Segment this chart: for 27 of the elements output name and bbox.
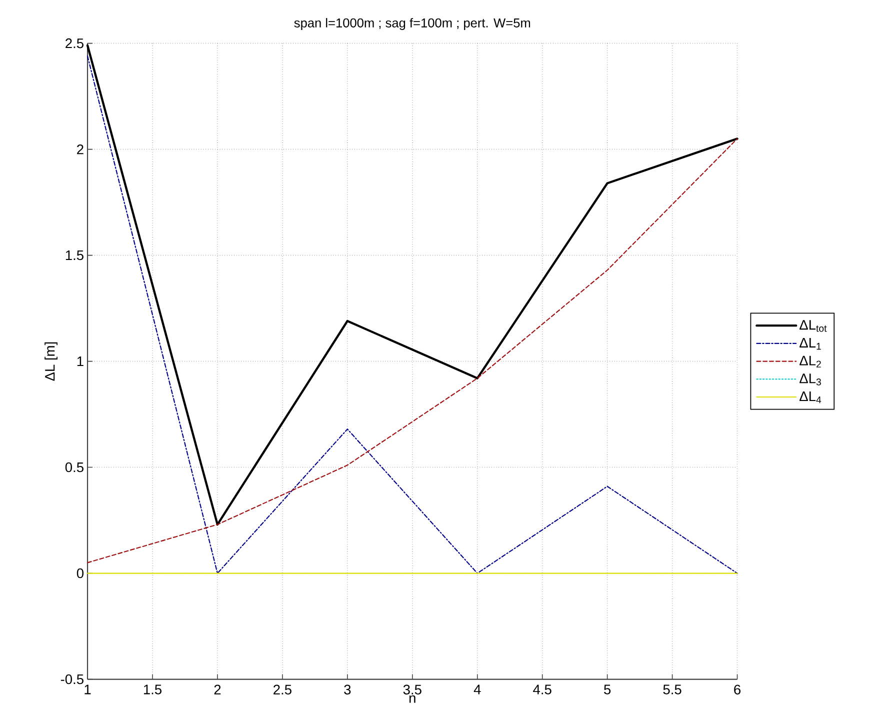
- x-tick-label: 4: [474, 684, 481, 694]
- x-tick-label: 1.5: [144, 684, 162, 695]
- y-tick-label: 2: [77, 144, 84, 154]
- legend-label: ΔL$_{2}$: [800, 356, 821, 368]
- x-tick-label: 5: [604, 684, 611, 695]
- x-tick-label: 2: [214, 684, 221, 695]
- x-tick-label: 3.5: [403, 684, 422, 695]
- chart-title: span l=1000m ; sag f=100m ; pert. W=5m: [294, 18, 530, 30]
- line-series: [86, 138, 738, 564]
- x-tick-label: 1: [84, 684, 91, 694]
- x-tick-label: 2.5: [274, 684, 292, 695]
- x-tick-label: 6: [734, 684, 740, 695]
- legend-label: ΔL$_{tot}$: [800, 320, 827, 332]
- y-tick-label: 0.5: [65, 462, 84, 472]
- legend-label: ΔL$_{1}$: [800, 338, 821, 350]
- y-tick-label: 2.5: [66, 38, 84, 48]
- legend-label: ΔL$_{4}$: [800, 392, 822, 404]
- x-tick-label: 3: [344, 684, 351, 695]
- x-tick-label: 4.5: [533, 684, 552, 695]
- y-axis-title: ΔL [m]: [44, 342, 58, 381]
- x-tick-label: 5.5: [663, 684, 682, 695]
- y-tick-label: 1.5: [66, 250, 84, 260]
- x-axis-title: n: [409, 696, 416, 703]
- y-tick-label: 1: [77, 356, 84, 366]
- y-tick-label: -0.5: [60, 674, 84, 684]
- y-tick-label: 0: [76, 568, 84, 578]
- legend-label: ΔL$_{3}$: [800, 374, 821, 386]
